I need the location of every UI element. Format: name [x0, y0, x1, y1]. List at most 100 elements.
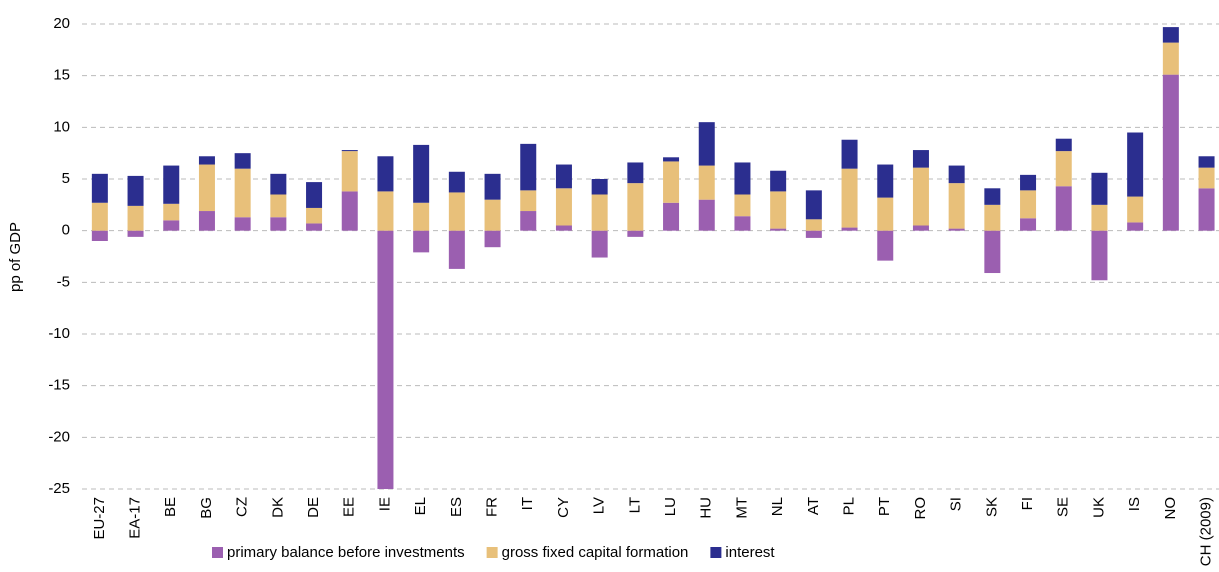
bar-segment [1020, 174, 1037, 191]
bar-segment [627, 183, 644, 231]
legend-swatch [710, 547, 722, 558]
x-tick-label: PT [876, 497, 893, 516]
bar-segment [484, 173, 501, 200]
x-tick-label: PL [841, 497, 858, 515]
y-tick-label: 15 [53, 67, 70, 84]
x-tick-label: EL [412, 497, 429, 515]
y-tick-label: 5 [62, 170, 70, 187]
bar-segment [912, 167, 929, 226]
bar-segment [127, 230, 144, 237]
bar-segment [520, 190, 537, 212]
bar-segment [198, 211, 215, 231]
bar-segment [734, 194, 751, 217]
bars [91, 27, 1215, 489]
x-tick-label: EE [341, 497, 358, 517]
bar-segment [663, 157, 680, 162]
bar-segment [805, 219, 822, 231]
bar-segment [520, 211, 537, 231]
bar-segment [377, 156, 394, 192]
bar-segment [1127, 222, 1144, 231]
bar-segment [1162, 74, 1179, 231]
bar-segment [484, 230, 501, 248]
bar-segment [1091, 172, 1108, 205]
x-tick-label: IT [519, 497, 536, 510]
y-axis-label: pp of GDP [7, 222, 24, 292]
x-tick-label: LV [591, 497, 608, 514]
y-tick-label: -5 [57, 273, 70, 290]
bar-segment [698, 199, 715, 231]
bar-segment [1091, 204, 1108, 231]
bar-segment [1162, 42, 1179, 75]
bar-segment [448, 230, 465, 269]
x-tick-label: IE [376, 497, 393, 511]
x-tick-label: LU [662, 497, 679, 516]
bar-segment [341, 191, 358, 231]
bar-segment [413, 144, 430, 203]
bar-segment [877, 197, 894, 231]
bar-segment [1020, 218, 1037, 231]
bar-segment [448, 192, 465, 231]
bar-segment [198, 164, 215, 212]
bar-segment [234, 168, 251, 218]
x-tick-label: SK [983, 497, 1000, 517]
bar-segment [948, 165, 965, 184]
bar-segment [734, 216, 751, 231]
bar-segment [1127, 132, 1144, 197]
y-tick-label: -25 [48, 480, 70, 497]
x-tick-label: AT [805, 497, 822, 515]
bar-segment [984, 230, 1001, 274]
legend-label: primary balance before investments [227, 544, 465, 561]
bar-segment [1127, 196, 1144, 223]
bar-segment [912, 225, 929, 231]
bar-segment [341, 150, 358, 152]
bar-segment [555, 225, 572, 231]
x-tick-label: MT [733, 497, 750, 519]
bar-segment [841, 168, 858, 228]
bar-segment [1198, 156, 1215, 168]
y-tick-label: 0 [62, 222, 70, 239]
x-tick-label: SI [948, 497, 965, 511]
bar-segment [627, 230, 644, 237]
bar-segment [413, 202, 430, 231]
x-tick-label: ES [448, 497, 465, 517]
y-tick-label: 10 [53, 118, 70, 135]
legend-swatch [486, 547, 498, 558]
bar-segment [627, 162, 644, 184]
bar-segment [734, 162, 751, 195]
bar-segment [770, 191, 787, 229]
bar-segment [877, 164, 894, 198]
bar-segment [805, 190, 822, 220]
bar-segment [306, 223, 323, 231]
bar-segment [591, 179, 608, 195]
legend-label: interest [725, 544, 775, 561]
bar-segment [805, 230, 822, 238]
bar-segment [591, 194, 608, 231]
bar-segment [877, 230, 894, 261]
x-tick-label: BE [162, 497, 179, 517]
bar-segment [1091, 230, 1108, 281]
bar-segment [948, 183, 965, 229]
bar-segment [948, 228, 965, 231]
bar-segment [270, 217, 287, 231]
bar-segment [1162, 27, 1179, 43]
bar-segment [663, 202, 680, 231]
bar-segment [484, 199, 501, 231]
bar-segment [698, 165, 715, 200]
y-tick-label: -15 [48, 377, 70, 394]
bar-segment [91, 173, 108, 203]
bar-segment [163, 165, 180, 204]
x-tick-label: IS [1126, 497, 1143, 511]
x-tick-label: CZ [234, 497, 251, 517]
bar-segment [1198, 167, 1215, 189]
x-tick-label: FR [484, 497, 501, 517]
y-tick-label: -10 [48, 325, 70, 342]
x-tick-label: BG [198, 497, 215, 519]
x-tick-label: LT [626, 497, 643, 513]
bar-segment [413, 230, 430, 253]
bar-segment [1198, 188, 1215, 231]
bar-segment [1055, 151, 1072, 187]
x-tick-label: RO [912, 497, 929, 520]
bar-segment [163, 220, 180, 231]
y-tick-label: 20 [53, 15, 70, 32]
x-tick-label: DE [305, 497, 322, 518]
